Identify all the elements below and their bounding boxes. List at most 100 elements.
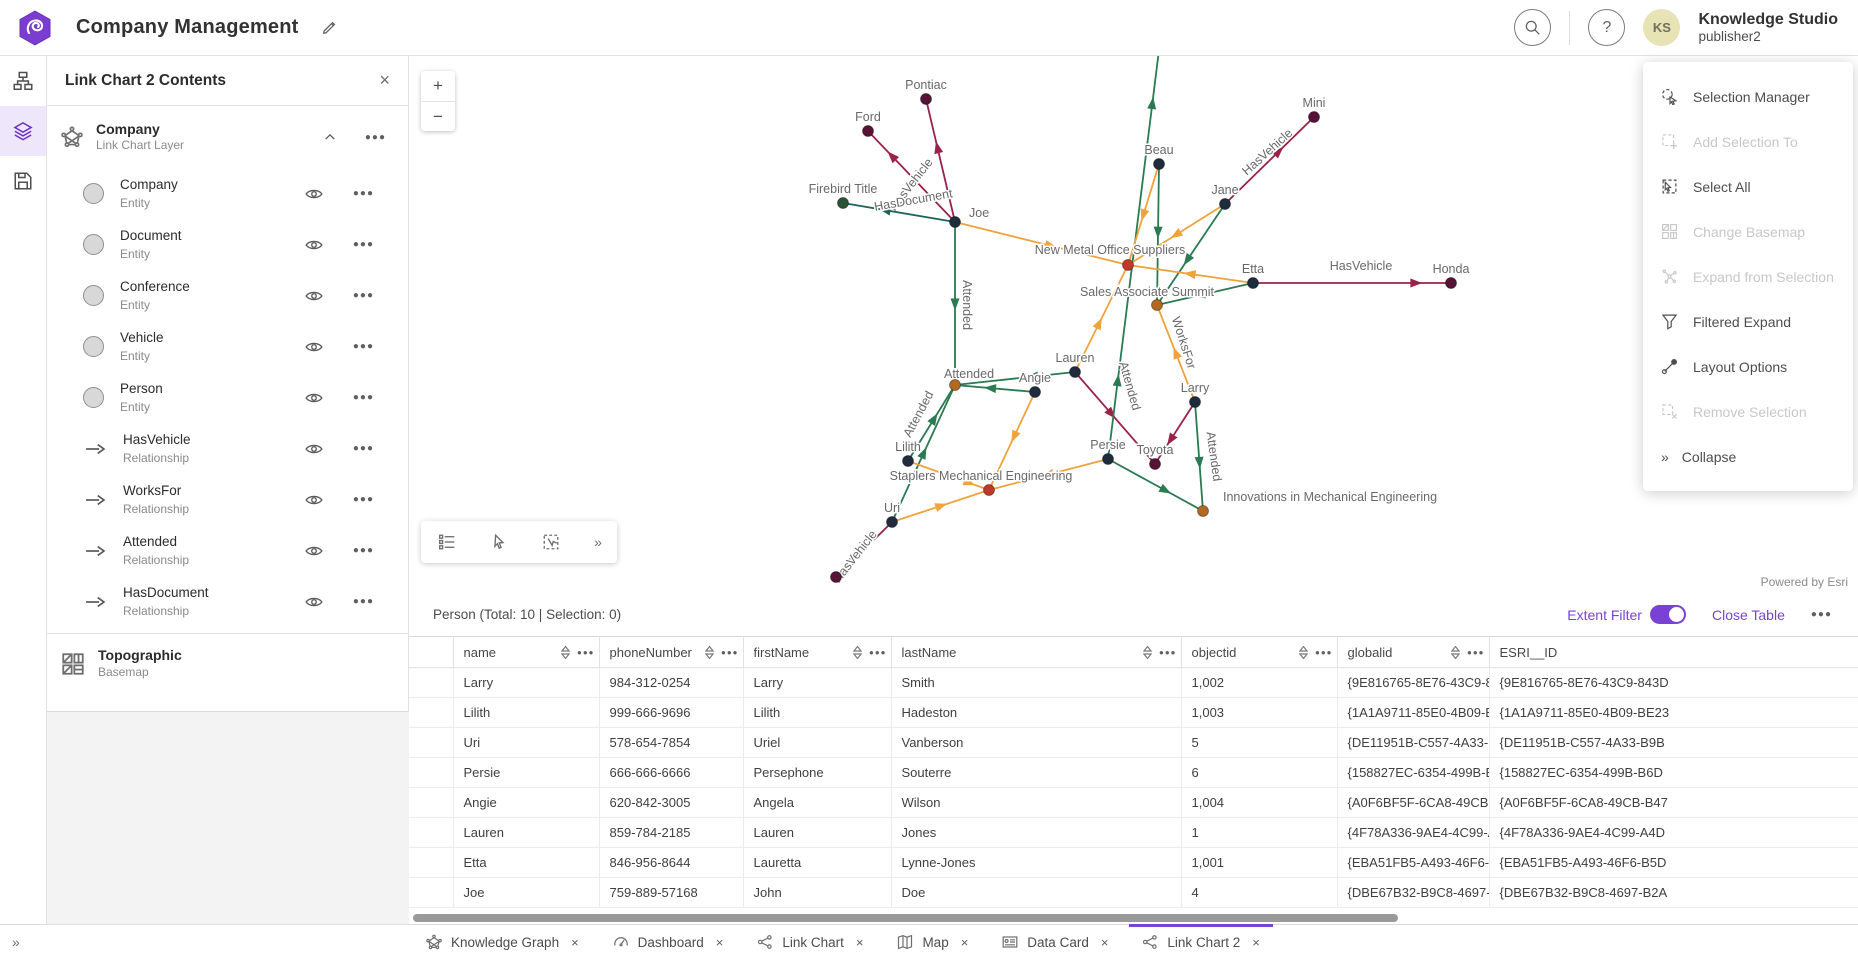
column-menu-icon[interactable]: ●●● <box>869 647 887 657</box>
visibility-eye-icon[interactable] <box>305 236 323 254</box>
visibility-eye-icon[interactable] <box>305 389 323 407</box>
tab-close-icon[interactable]: × <box>715 934 724 950</box>
edge-worksfor-J-NM[interactable] <box>954 221 1129 266</box>
column-menu-icon[interactable]: ●●● <box>1467 647 1485 657</box>
edge-hasdocument-J-FT[interactable] <box>842 202 956 223</box>
column-header-name[interactable]: name ●●● <box>452 636 600 668</box>
node-etta[interactable] <box>1247 277 1259 289</box>
menu-item-select-all[interactable]: Select All <box>1643 164 1853 209</box>
layer-menu-icon[interactable]: ●●● <box>352 545 374 556</box>
column-menu-icon[interactable]: ●●● <box>1159 647 1177 657</box>
visibility-eye-icon[interactable] <box>305 287 323 305</box>
visibility-eye-icon[interactable] <box>305 338 323 356</box>
sort-icon[interactable] <box>1143 645 1152 659</box>
sort-icon[interactable] <box>1299 645 1308 659</box>
layer-group-row[interactable]: Company Link Chart Layer ●●● <box>47 106 408 168</box>
node-honda[interactable] <box>1445 277 1457 289</box>
layer-menu-icon[interactable]: ●●● <box>352 596 374 607</box>
column-header-ESRI__ID[interactable]: ESRI__ID●●● <box>1488 636 1858 668</box>
menu-item-collapse[interactable]: » Collapse <box>1643 434 1853 479</box>
layer-row-company[interactable]: Company Entity ●●● <box>47 168 408 219</box>
tab-link-chart-2[interactable]: Link Chart 2 × <box>1125 924 1276 959</box>
layer-row-hasvehicle[interactable]: HasVehicle Relationship ●●● <box>47 423 408 474</box>
node-lilith[interactable] <box>902 455 914 467</box>
edit-title-icon[interactable] <box>321 19 338 36</box>
layer-row-attended[interactable]: Attended Relationship ●●● <box>47 525 408 576</box>
collapse-group-icon[interactable] <box>323 130 337 144</box>
layer-menu-icon[interactable]: ●●● <box>352 443 374 454</box>
node-persie[interactable] <box>1102 453 1114 465</box>
node-ford[interactable] <box>862 125 874 137</box>
layer-menu-icon[interactable]: ●●● <box>352 341 374 352</box>
tabbar-collapse-icon[interactable]: » <box>12 934 20 950</box>
tab-close-icon[interactable]: × <box>571 934 579 950</box>
column-menu-icon[interactable]: ●●● <box>721 647 739 657</box>
layer-row-worksfor[interactable]: WorksFor Relationship ●●● <box>47 474 408 525</box>
node-sales-associate-summit[interactable] <box>1151 299 1163 311</box>
zoom-out-button[interactable]: − <box>421 101 455 131</box>
edge-hasvehicle-J-P[interactable] <box>925 98 956 223</box>
user-block[interactable]: Knowledge Studio publisher2 <box>1698 11 1838 45</box>
basemap-row[interactable]: Topographic Basemap <box>47 633 408 693</box>
edge-attended-PE-IN[interactable] <box>1107 458 1204 512</box>
avatar[interactable]: KS <box>1643 9 1681 46</box>
sort-icon[interactable] <box>853 645 862 659</box>
node-joe[interactable] <box>949 216 961 228</box>
node-jane[interactable] <box>1219 198 1231 210</box>
tab-data-card[interactable]: Data Card × <box>985 925 1125 959</box>
tab-close-icon[interactable]: × <box>1100 934 1109 950</box>
layer-row-vehicle[interactable]: Vehicle Entity ●●● <box>47 321 408 372</box>
horizontal-scrollbar[interactable] <box>413 914 1398 922</box>
column-menu-icon[interactable]: ●●● <box>577 647 595 657</box>
legend-list-icon[interactable] <box>438 533 456 551</box>
zoom-in-button[interactable]: + <box>421 71 455 101</box>
edge-worksfor-LI-ST[interactable] <box>907 460 990 491</box>
node-c2[interactable] <box>949 379 961 391</box>
layer-menu-icon[interactable]: ●●● <box>352 494 374 505</box>
edge-hasvehicle-JN-M[interactable] <box>1224 116 1315 205</box>
menu-item-filtered-expand[interactable]: Filtered Expand <box>1643 299 1853 344</box>
tab-link-chart[interactable]: Link Chart × <box>740 925 880 959</box>
link-chart-graph[interactable]: HasVehicleHasDocumentHasVehicleHasVehicl… <box>409 56 1858 593</box>
visibility-eye-icon[interactable] <box>305 542 323 560</box>
column-header-firstName[interactable]: firstName ●●● <box>742 636 892 668</box>
sort-icon[interactable] <box>561 645 570 659</box>
link-chart-canvas[interactable]: HasVehicle HasDocument HasVehicle HasVehicl… <box>409 56 1858 593</box>
menu-item-layout-options[interactable]: Layout Options <box>1643 344 1853 389</box>
node-staplers-mechanical-engineering[interactable] <box>983 484 995 496</box>
tab-close-icon[interactable]: × <box>1252 934 1260 950</box>
node-innovations-in-mechanical-engineering[interactable] <box>1197 505 1209 517</box>
layer-menu-icon[interactable]: ●●● <box>352 290 374 301</box>
edge-attended-JN-SA[interactable] <box>1156 203 1226 306</box>
lasso-select-icon[interactable] <box>542 533 560 551</box>
column-header-globalid[interactable]: globalid ●●● <box>1336 636 1490 668</box>
visibility-eye-icon[interactable] <box>305 185 323 203</box>
tab-close-icon[interactable]: × <box>960 934 969 950</box>
rail-item-layers[interactable] <box>0 106 46 156</box>
select-cursor-icon[interactable] <box>490 533 508 551</box>
tab-knowledge-graph[interactable]: Knowledge Graph × <box>409 925 596 959</box>
tab-dashboard[interactable]: Dashboard × <box>596 925 741 959</box>
menu-item-selection-manager[interactable]: Selection Manager <box>1643 74 1853 119</box>
layer-row-conference[interactable]: Conference Entity ●●● <box>47 270 408 321</box>
node-beau[interactable] <box>1153 158 1165 170</box>
visibility-eye-icon[interactable] <box>305 440 323 458</box>
node-firebird-title[interactable] <box>837 197 849 209</box>
select-all-header[interactable] <box>409 636 454 668</box>
node-v2[interactable] <box>830 571 842 583</box>
node-pontiac[interactable] <box>920 93 932 105</box>
node-toyota[interactable] <box>1149 458 1161 470</box>
edge-attended-LA-C2[interactable] <box>954 371 1076 386</box>
sort-icon[interactable] <box>705 645 714 659</box>
table-menu-icon[interactable]: ●●● <box>1810 609 1832 620</box>
layer-group-menu-icon[interactable]: ●●● <box>364 131 386 143</box>
tab-map[interactable]: Map × <box>880 925 985 959</box>
app-logo-icon[interactable] <box>16 9 54 47</box>
visibility-eye-icon[interactable] <box>305 593 323 611</box>
layer-row-document[interactable]: Document Entity ●●● <box>47 219 408 270</box>
search-button[interactable] <box>1514 9 1552 46</box>
edge-attended-LR-IN[interactable] <box>1194 401 1204 512</box>
extent-filter-control[interactable]: Extent Filter <box>1567 605 1686 624</box>
column-menu-icon[interactable]: ●●● <box>1315 647 1333 657</box>
layer-menu-icon[interactable]: ●●● <box>352 392 374 403</box>
